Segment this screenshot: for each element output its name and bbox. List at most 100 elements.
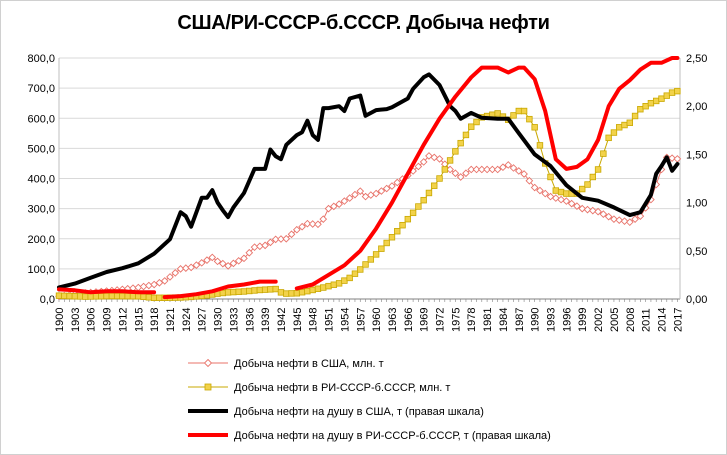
data-point xyxy=(563,190,570,197)
axes xyxy=(58,58,681,302)
data-point xyxy=(272,285,279,293)
data-point xyxy=(219,259,227,268)
data-point xyxy=(362,261,369,268)
data-point xyxy=(203,256,211,264)
data-point xyxy=(266,238,275,247)
data-point xyxy=(309,286,316,294)
legend-marker xyxy=(203,358,213,368)
x-tick-label: 1924 xyxy=(181,308,193,332)
y-left-ticks: 0,0 100,0 200,0 300,0 400,0 500,0 600,0 700,0 80… xyxy=(27,53,55,306)
data-point xyxy=(261,286,269,293)
data-point xyxy=(552,187,559,194)
data-point xyxy=(526,115,533,123)
data-point xyxy=(372,189,380,198)
y-left-tick-label: 200,0 xyxy=(27,234,55,246)
x-tick-label: 2017 xyxy=(672,308,684,332)
legend-label: Добыча нефти в США, млн. т xyxy=(234,358,384,370)
x-tick-label: 1915 xyxy=(133,308,145,332)
data-point xyxy=(594,166,602,173)
data-point xyxy=(430,153,439,162)
data-point xyxy=(631,215,639,224)
data-point xyxy=(462,169,470,178)
x-ticks: 1900 1903 1906 1909 1912 1915 1918 1921 1924 1927… xyxy=(54,308,684,332)
x-tick-label: 1954 xyxy=(339,308,351,332)
data-point xyxy=(287,230,296,239)
y-left-tick-label: 800,0 xyxy=(27,53,55,65)
y-right-tick-label: 2,50 xyxy=(686,53,707,65)
data-point xyxy=(335,280,343,287)
x-tick-label: 1918 xyxy=(149,308,161,332)
data-point xyxy=(139,282,148,291)
data-point xyxy=(605,134,612,142)
data-point xyxy=(599,210,608,218)
data-point xyxy=(277,289,285,296)
data-point xyxy=(567,199,576,208)
data-point xyxy=(468,123,475,130)
data-point xyxy=(103,292,110,300)
x-tick-label: 1987 xyxy=(514,308,526,332)
y-right-tick-label: 0,50 xyxy=(686,246,707,258)
data-point xyxy=(547,173,554,181)
data-point xyxy=(668,154,676,163)
x-tick-label: 1900 xyxy=(54,308,66,332)
data-point xyxy=(187,263,195,272)
data-point xyxy=(314,285,322,292)
data-point xyxy=(150,294,158,301)
x-tick-label: 1939 xyxy=(260,308,272,332)
data-point xyxy=(282,234,291,243)
data-point xyxy=(457,139,464,147)
x-tick-label: 1903 xyxy=(70,308,82,332)
data-point xyxy=(171,269,180,277)
x-tick-label: 1942 xyxy=(276,308,288,332)
data-point xyxy=(256,286,264,294)
data-point xyxy=(155,278,164,287)
data-point xyxy=(625,218,634,227)
data-point xyxy=(329,202,338,211)
y-right-ticks: 0,00 0,50 1,00 1,50 2,00 2,50 xyxy=(686,53,707,306)
legend: Добыча нефти в США, млн. т Добыча нефти в… xyxy=(188,358,551,442)
data-point xyxy=(271,235,280,244)
x-tick-label: 2011 xyxy=(641,308,653,332)
y-right-tick-label: 1,50 xyxy=(686,149,707,161)
data-point xyxy=(335,200,343,208)
y-left-tick-label: 0,0 xyxy=(40,294,55,306)
data-point xyxy=(135,293,142,300)
x-tick-label: 2002 xyxy=(593,308,605,332)
data-point xyxy=(76,293,84,300)
legend-item: Добыча нефти на душу в США, т (правая шк… xyxy=(188,406,484,418)
data-point xyxy=(292,225,301,234)
data-point xyxy=(340,197,349,205)
data-point xyxy=(562,197,571,205)
data-point xyxy=(441,166,449,173)
data-point xyxy=(436,175,443,182)
data-point xyxy=(415,203,422,210)
x-tick-label: 2014 xyxy=(657,308,669,332)
legend-item: Добыча нефти в РИ-СССР-б.СССР, млн. т xyxy=(188,382,450,394)
data-point xyxy=(314,220,322,229)
y-left-tick-label: 700,0 xyxy=(27,83,55,95)
data-point xyxy=(229,259,238,268)
data-point xyxy=(156,294,163,301)
data-point xyxy=(583,205,592,214)
data-point xyxy=(425,189,433,197)
data-point xyxy=(626,119,633,126)
data-point xyxy=(235,288,242,295)
data-point xyxy=(245,248,254,257)
data-point xyxy=(298,289,306,296)
data-point xyxy=(419,158,428,166)
data-point xyxy=(356,187,365,195)
data-point xyxy=(520,170,528,178)
x-tick-label: 1912 xyxy=(117,308,129,332)
data-point xyxy=(525,176,534,185)
y-left-tick-label: 600,0 xyxy=(27,113,55,125)
data-point xyxy=(514,167,523,175)
data-point xyxy=(341,277,348,284)
data-point xyxy=(383,239,390,247)
data-point xyxy=(293,290,301,297)
data-point xyxy=(298,222,306,231)
x-tick-label: 1975 xyxy=(450,308,462,332)
x-tick-label: 1990 xyxy=(530,308,542,332)
data-point xyxy=(303,219,312,228)
data-point xyxy=(325,282,332,290)
